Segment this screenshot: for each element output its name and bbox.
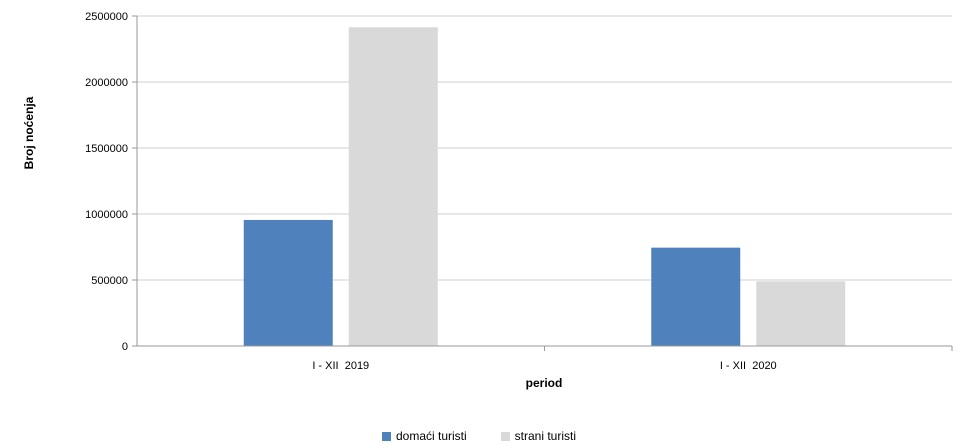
x-category-label: I - XII 2019 xyxy=(312,360,369,372)
x-category-label: I - XII 2020 xyxy=(720,360,777,372)
y-tick-label: 1500000 xyxy=(85,143,128,155)
legend-swatch xyxy=(381,431,391,441)
legend: domaći turisti strani turisti xyxy=(0,428,958,444)
legend-swatch xyxy=(500,431,510,441)
y-axis-ticks: 0 500000 1000000 1500000 2000000 2500000 xyxy=(85,11,137,353)
bar-domaci-0 xyxy=(243,219,333,346)
legend-label: domaći turisti xyxy=(395,429,467,443)
y-axis-title: Broj noćenja xyxy=(22,96,36,169)
bar-strani-1 xyxy=(756,281,846,346)
y-tick-label: 500000 xyxy=(91,275,128,287)
y-tick-label: 2500000 xyxy=(85,11,128,23)
bar-domaci-1 xyxy=(651,247,741,346)
x-axis-title: period xyxy=(526,376,563,390)
legend-item-domaci: domaći turisti xyxy=(381,429,467,443)
x-axis-categories: I - XII 2019 I - XII 2020 xyxy=(312,346,953,372)
y-tick-label: 0 xyxy=(122,341,128,353)
legend-item-strani: strani turisti xyxy=(500,429,577,443)
bars xyxy=(243,27,846,346)
gridlines xyxy=(137,15,952,281)
y-tick-label: 1000000 xyxy=(85,209,128,221)
legend-label: strani turisti xyxy=(514,429,577,443)
y-tick-label: 2000000 xyxy=(85,77,128,89)
bar-strani-0 xyxy=(348,27,438,346)
